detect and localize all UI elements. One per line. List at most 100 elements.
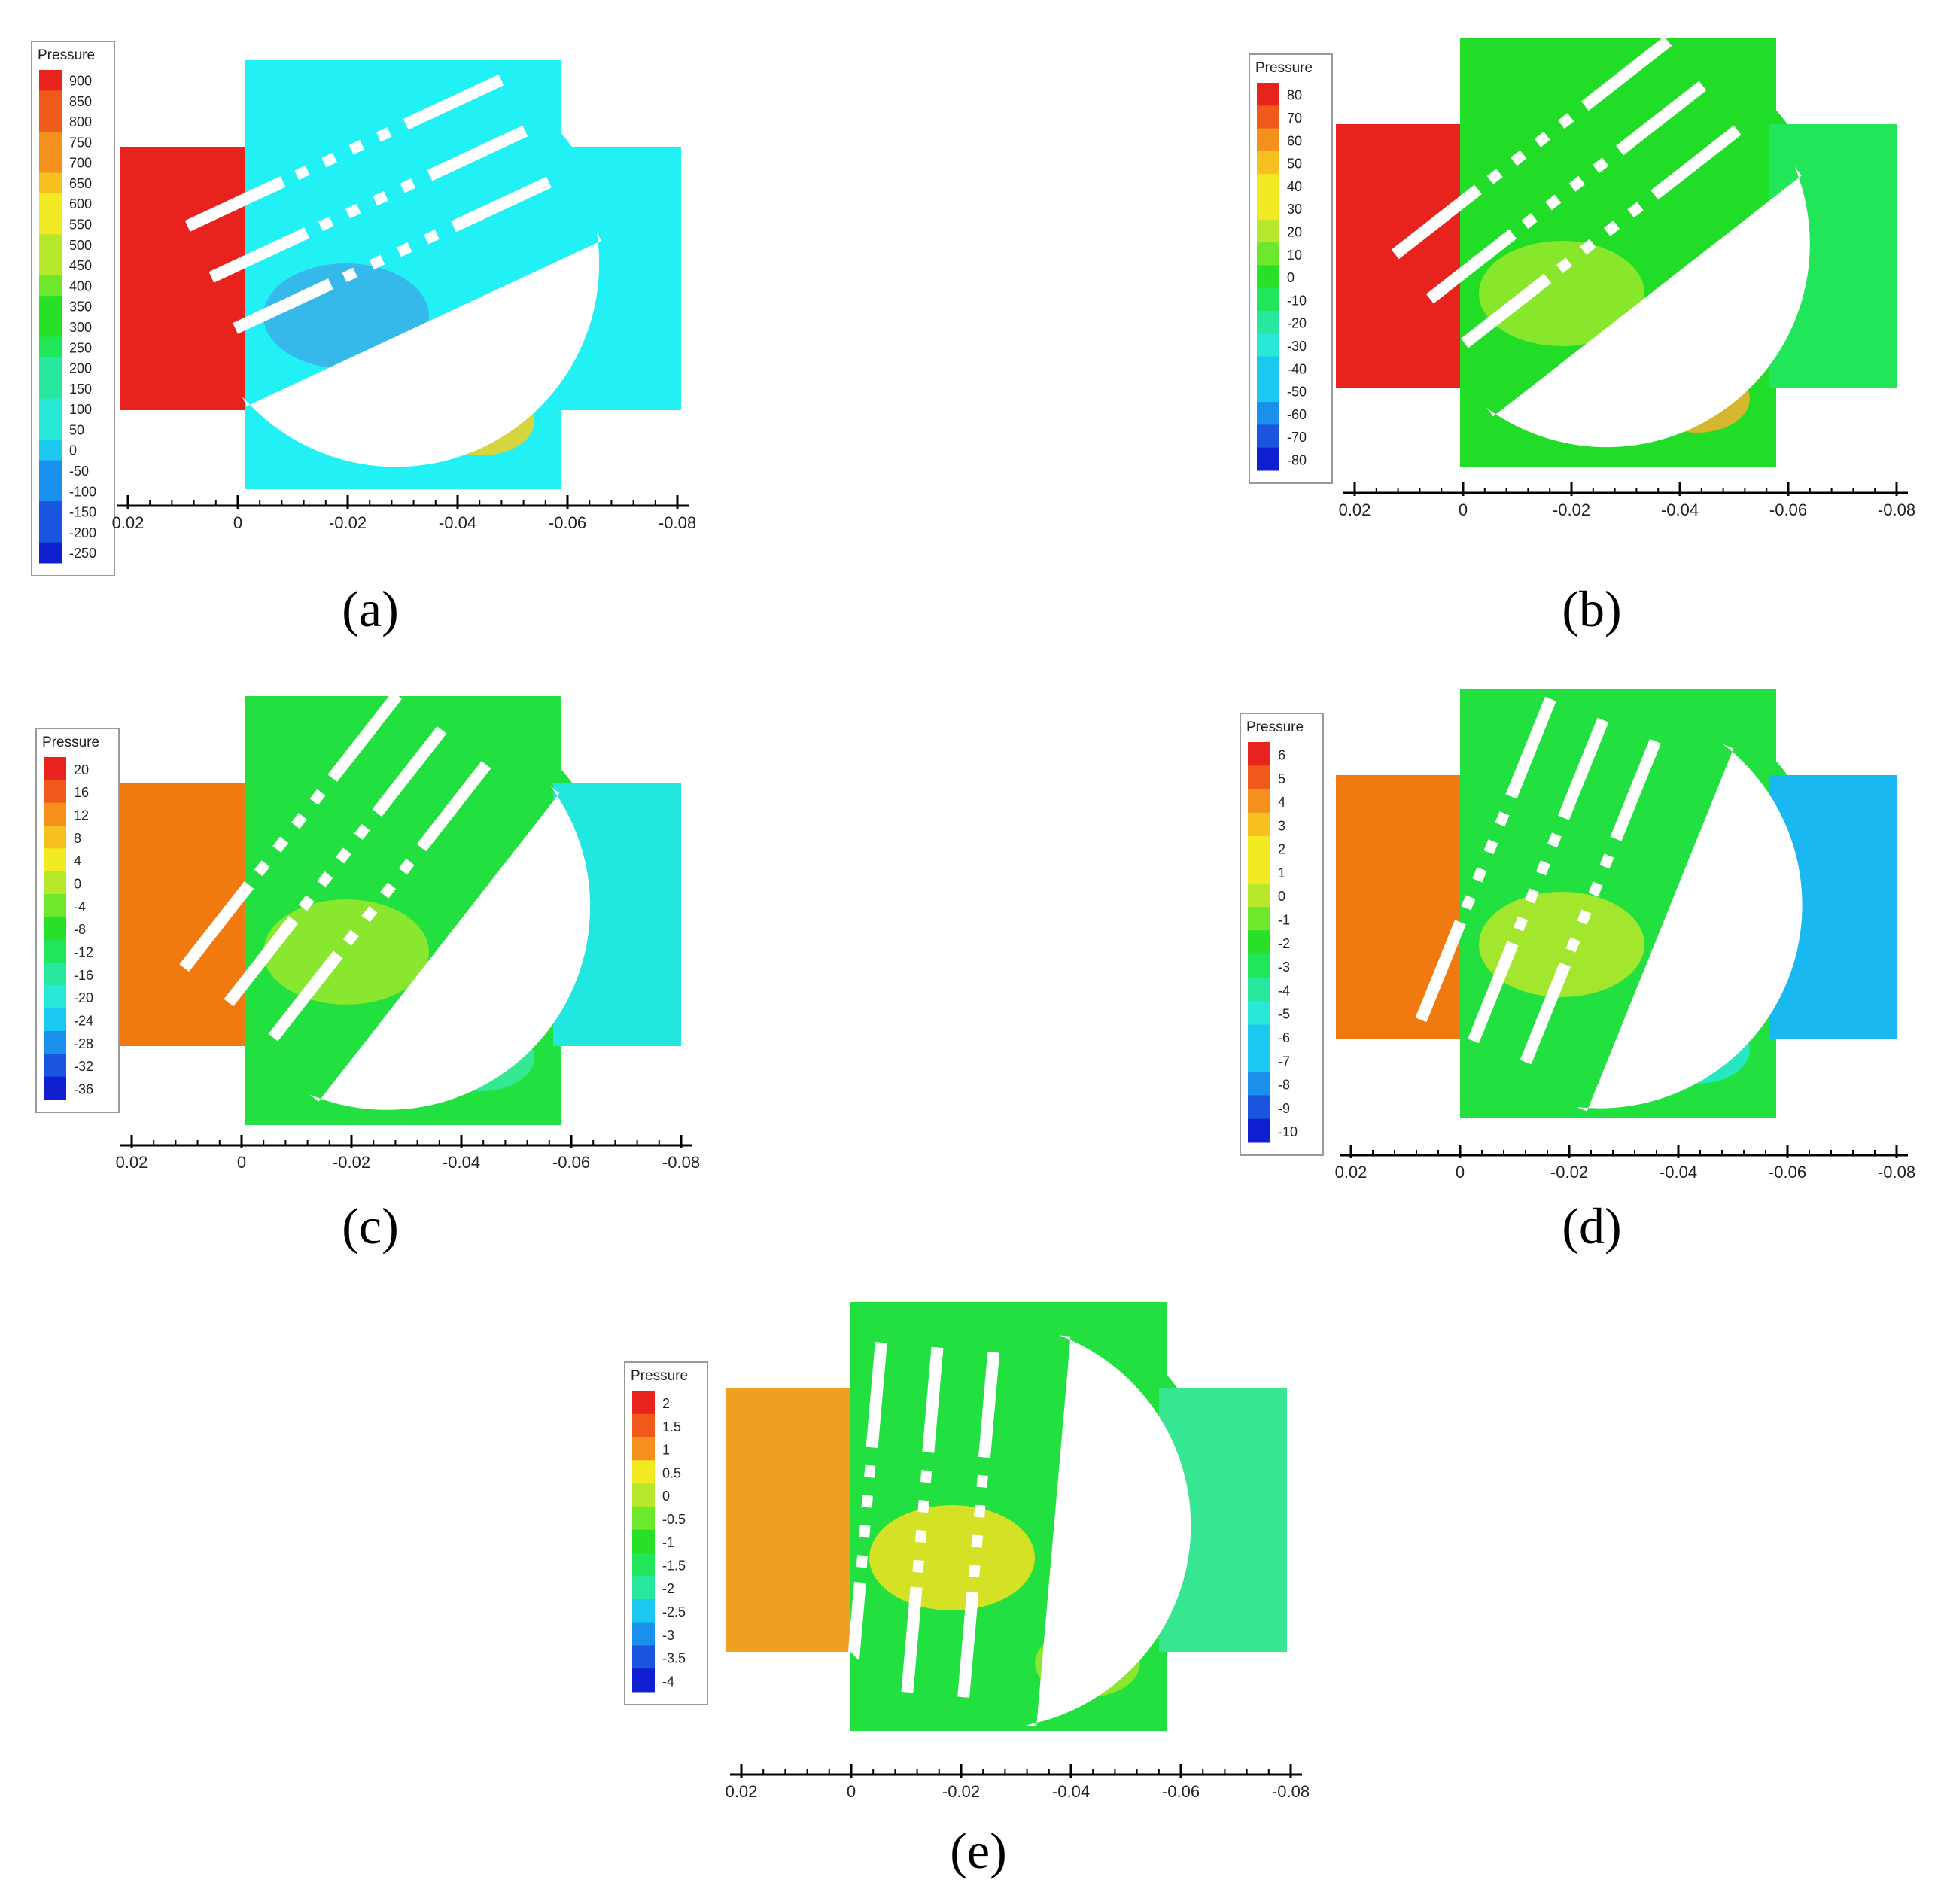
legend-level-label: 650 [69,176,92,191]
legend-swatch [632,1598,655,1623]
slot-hole [1461,895,1476,911]
legend-swatch [1248,1095,1270,1120]
legend-level-label: 100 [69,402,92,417]
legend-level-label: 20 [1287,224,1302,239]
legend-title: Pressure [1255,60,1313,76]
legend-swatch [632,1437,655,1461]
legend-swatch [39,172,62,194]
legend-swatch [1257,379,1279,403]
legend-swatch [632,1483,655,1507]
axis-tick-label: 0 [1456,1163,1465,1182]
legend-level-label: -2.5 [662,1604,686,1620]
legend-level-label: 2 [662,1396,670,1411]
legend-level-label: -20 [1287,316,1307,331]
panel-caption-a: (a) [342,580,399,637]
legend-swatch [44,963,66,986]
legend-swatch [1257,83,1279,106]
legend-level-label: 2 [1278,842,1285,857]
legend-swatch [44,1054,66,1078]
legend-level-label: -2 [662,1581,674,1596]
slot [844,1581,866,1688]
axis-tick-label: -0.06 [549,513,586,532]
slot-hole [1627,202,1644,218]
legend-level-label: 12 [74,808,89,823]
legend-level-label: -3 [1278,960,1290,975]
slot [1610,738,1661,841]
legend-a: Pressure90085080075070065060055050045040… [31,41,115,576]
legend-title: Pressure [42,735,99,750]
slot-hole [369,254,385,270]
cavity-white [1025,1335,1191,1726]
legend-swatch [44,757,66,780]
disc-cavity [184,74,601,467]
legend-swatch [632,1622,655,1646]
axis-tick-label: -0.02 [1550,1163,1588,1182]
legend-swatch [44,848,66,872]
inlet-region [120,147,248,410]
legend-level-label: 200 [69,361,92,376]
slot-hole [969,1565,981,1578]
legend-swatch [1257,105,1279,129]
slot-hole [318,216,334,232]
slot [1616,81,1707,156]
legend-swatch [39,152,62,173]
panel-caption-d: (d) [1562,1197,1622,1255]
slot [957,1592,979,1698]
slot-hole [424,229,440,245]
legend-swatch [44,871,66,895]
slot [1415,920,1466,1023]
x-axis-b: 0.02 0 -0.02 -0.04 -0.06 -0.08 [1339,482,1915,519]
slot-hole [1545,194,1562,211]
valve-contour-a [120,60,681,489]
legend-swatch [1257,196,1279,221]
slot [224,916,299,1007]
slot-hole [354,823,370,841]
panel-e: Pressure 2 1.5 1 0.5 0 -0.5 -1 -1.5 -2 -2.5 -3 -3.5 -… [624,1302,1310,1801]
slot-hole [342,267,357,283]
legend-level-label: -1.5 [662,1558,686,1573]
slot-hole [976,1474,988,1488]
slot [1505,696,1556,799]
legend-swatch [44,1008,66,1032]
x-axis-c: 0.02 0 -0.02 -0.04 -0.06 -0.08 [116,1135,700,1172]
slot-hole [400,178,416,193]
legend-c: Pressure 20 16 12 8 4 0 -4 -8 -12 -16 -20 -24 -28 -32 -… [35,728,120,1113]
axis-tick-label: -0.04 [439,513,476,532]
slot-hole [298,895,315,911]
legend-level-label: -8 [1278,1078,1290,1093]
legend-swatch [39,70,62,91]
slot-hole [336,847,351,864]
inlet-region [726,1388,854,1652]
legend-swatch [1257,402,1279,425]
legend-level-label: 50 [69,422,84,437]
legend-level-label: 5 [1278,771,1285,786]
legend-level-label: 1.5 [662,1419,681,1434]
legend-swatch [1257,151,1279,175]
legend-swatch [1248,907,1270,931]
legend-swatch [44,1076,66,1100]
slot-hole [974,1504,986,1518]
legend-level-label: -70 [1287,430,1307,445]
slot-hole [856,1555,869,1568]
legend-level-label: 8 [74,831,81,846]
slot [268,950,343,1042]
legend-level-label: 0 [74,876,81,891]
legend-level-label: -4 [662,1674,674,1689]
legend-level-label: -5 [1278,1007,1290,1022]
legend-swatch [39,193,62,214]
legend-swatch [39,398,62,420]
body-cap [437,60,572,147]
legend-level-label: 70 [1287,111,1302,126]
legend-d: Pressure 6 5 4 3 2 1 0 -1 -2 -3 -4 -5 -6 -7 -8 -9 -10 [1240,713,1324,1156]
legend-level-label: 250 [69,340,92,355]
valve-contour-e [726,1302,1287,1731]
legend-level-label: -30 [1287,339,1307,354]
axis-tick-label: -0.04 [1052,1782,1090,1801]
legend-swatch [39,254,62,276]
slot [1468,941,1519,1044]
body-cap [437,696,572,783]
axis-tick-label: -0.04 [443,1153,480,1172]
slot [416,761,491,852]
legend-swatch [39,336,62,358]
slot-hole [1514,916,1528,932]
